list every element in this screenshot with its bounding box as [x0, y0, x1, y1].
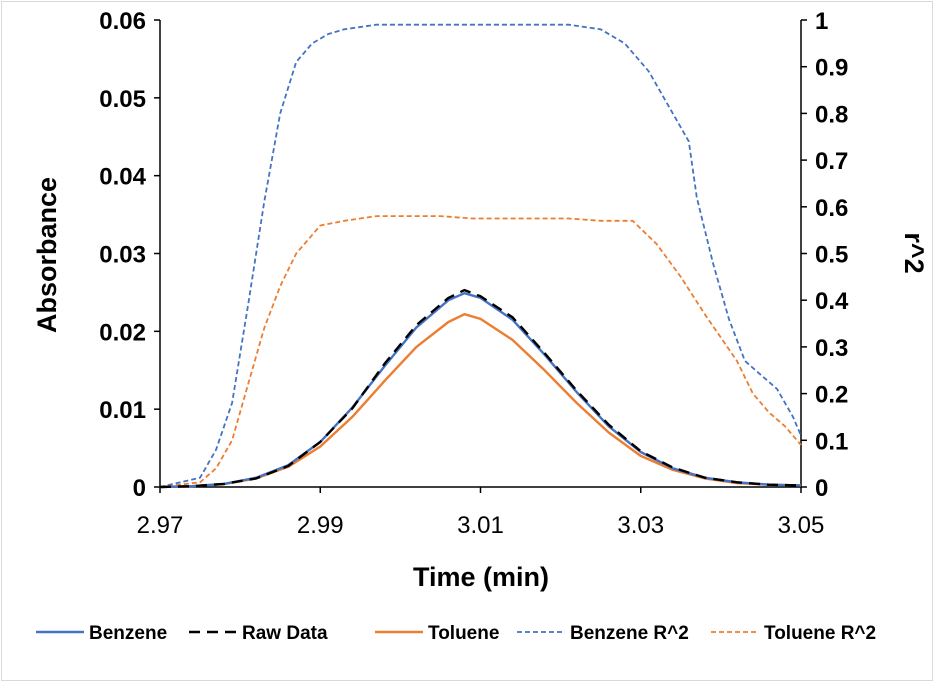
y-tick-label: 0 — [133, 475, 146, 502]
legend-label: Toluene R^2 — [764, 623, 876, 644]
y-tick-label: 0.02 — [99, 319, 146, 346]
y-axis-title: Absorbance — [32, 177, 62, 333]
legend-label: Toluene — [428, 623, 499, 644]
x-tick-label: 3.05 — [778, 512, 825, 539]
legend: Benzene Raw Data Toluene Benzene R^2 Toluene… — [36, 623, 876, 644]
series-line-benzene — [159, 292, 802, 489]
legend-label: Raw Data — [242, 623, 328, 644]
y2-tick-label: 0.7 — [815, 148, 848, 175]
x-tick-label: 2.97 — [137, 512, 184, 539]
series-group — [159, 23, 802, 489]
y-tick-label: 0.03 — [99, 242, 146, 269]
y2-tick-label: 0.3 — [815, 335, 848, 362]
x-tick-label: 3.03 — [617, 512, 664, 539]
series-line-raw-data — [159, 288, 802, 489]
y2-tick-label: 0 — [815, 475, 828, 502]
x-tick-label: 2.99 — [297, 512, 344, 539]
x-axis-title: Time (min) — [413, 562, 549, 592]
series-line-benzene-r-2 — [159, 23, 802, 488]
series-line-toluene-r-2 — [159, 215, 802, 488]
x-tick-label: 3.01 — [457, 512, 504, 539]
y-tick-label: 0.01 — [99, 397, 146, 424]
y2-tick-label: 1 — [815, 8, 828, 35]
y2-tick-label: 0.2 — [815, 382, 848, 409]
legend-label: Benzene R^2 — [570, 623, 689, 644]
y2-tick-label: 0.6 — [815, 195, 848, 222]
y-tick-label: 0.05 — [99, 86, 146, 113]
y-tick-label: 0.06 — [99, 8, 146, 35]
y-tick-label: 0.04 — [99, 164, 146, 191]
y2-axis-title: r^2 — [899, 232, 929, 273]
ticks-group: 0 0.01 0.02 0.03 0.04 0.05 0.06 0 0.1 0.2 0.3 0.4 0.… — [99, 8, 849, 539]
y2-tick-label: 0.9 — [815, 55, 848, 82]
series-line-toluene — [159, 313, 802, 489]
y2-tick-label: 0.5 — [815, 242, 848, 269]
y2-tick-label: 0.8 — [815, 101, 848, 128]
y2-tick-label: 0.1 — [815, 428, 848, 455]
y2-tick-label: 0.4 — [815, 288, 849, 315]
legend-label: Benzene — [89, 623, 167, 644]
